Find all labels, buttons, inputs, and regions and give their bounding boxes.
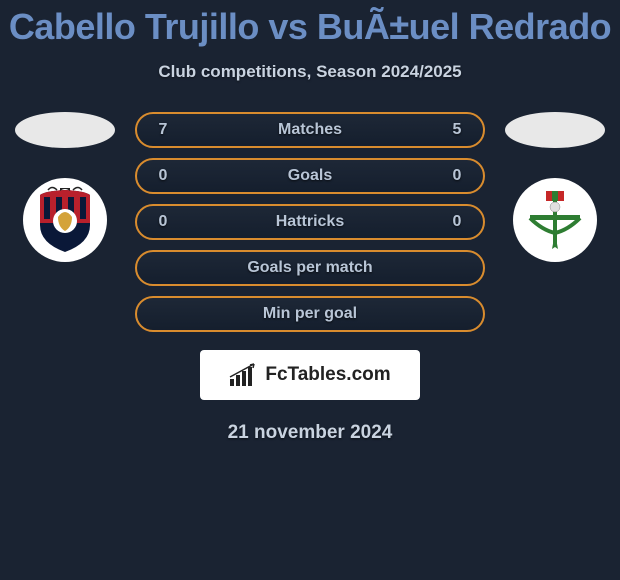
stat-label: Hattricks — [173, 213, 447, 231]
stat-row-matches: 7 Matches 5 — [135, 112, 485, 148]
stat-left-value: 7 — [153, 121, 173, 139]
stat-row-min-per-goal: Min per goal — [135, 296, 485, 332]
left-player-ellipse — [15, 112, 115, 148]
left-team-badge — [23, 178, 107, 262]
levante-crest-icon — [30, 185, 100, 255]
left-column — [15, 112, 115, 262]
right-column — [505, 112, 605, 262]
brand-text: FcTables.com — [265, 364, 390, 386]
stat-label: Min per goal — [173, 305, 447, 323]
stat-label: Matches — [173, 121, 447, 139]
stat-right-value: 0 — [447, 167, 467, 185]
stats-column: 7 Matches 5 0 Goals 0 0 Hattricks 0 Goal… — [135, 112, 485, 332]
card: Cabello Trujillo vs BuÃ±uel Redrado Club… — [0, 0, 620, 444]
stat-row-hattricks: 0 Hattricks 0 — [135, 204, 485, 240]
page-subtitle: Club competitions, Season 2024/2025 — [0, 62, 620, 82]
bar-chart-icon — [229, 363, 257, 387]
main-row: 7 Matches 5 0 Goals 0 0 Hattricks 0 Goal… — [0, 112, 620, 332]
stat-right-value: 0 — [447, 213, 467, 231]
stat-right-value: 5 — [447, 121, 467, 139]
racing-ferrol-crest-icon — [520, 185, 590, 255]
brand-box: FcTables.com — [200, 350, 420, 400]
stat-left-value: 0 — [153, 167, 173, 185]
stat-label: Goals — [173, 167, 447, 185]
stat-row-goals: 0 Goals 0 — [135, 158, 485, 194]
stat-left-value: 0 — [153, 213, 173, 231]
stat-row-goals-per-match: Goals per match — [135, 250, 485, 286]
date-label: 21 november 2024 — [228, 422, 393, 444]
right-player-ellipse — [505, 112, 605, 148]
stat-label: Goals per match — [173, 259, 447, 277]
right-team-badge — [513, 178, 597, 262]
footer-area: FcTables.com 21 november 2024 — [0, 350, 620, 444]
page-title: Cabello Trujillo vs BuÃ±uel Redrado — [0, 6, 620, 48]
